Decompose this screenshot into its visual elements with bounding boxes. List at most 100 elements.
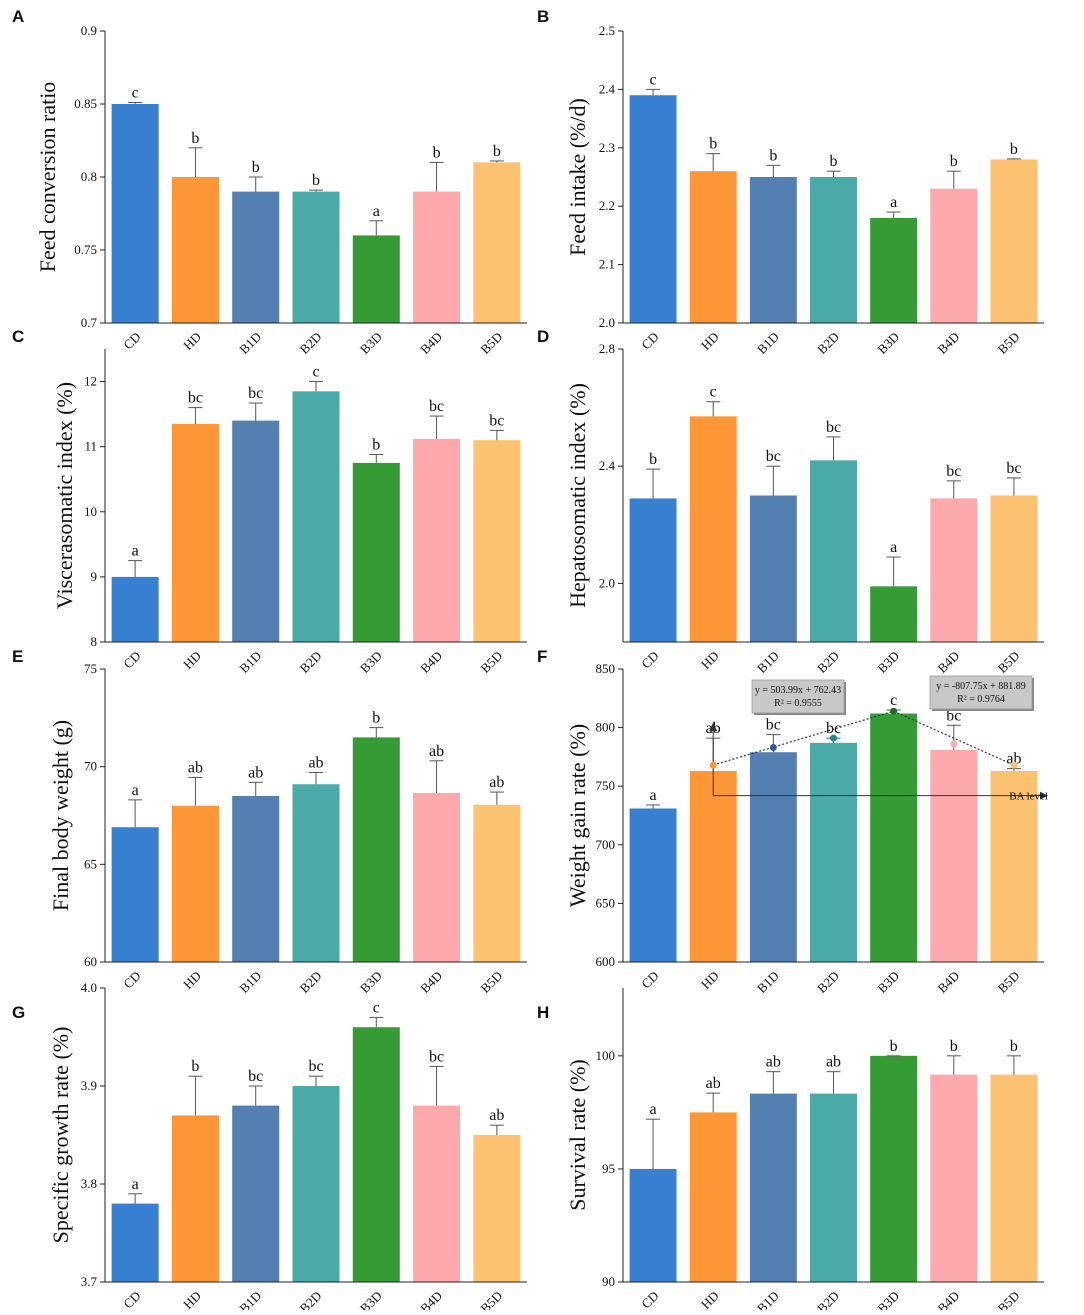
x-tick-label-b3d: B3D	[874, 329, 902, 357]
x-tick-label-b2d: B2D	[297, 968, 325, 996]
significance-label-b5d: ab	[489, 1107, 504, 1124]
bar-b3d	[870, 586, 918, 642]
bar-b2d	[810, 460, 857, 642]
y-axis-title: Specific growth rate (%)	[48, 1027, 73, 1244]
y-tick-label: 75	[84, 661, 97, 676]
x-tick-label-cd: CD	[120, 1288, 143, 1310]
trend-point-b5d	[1010, 761, 1018, 769]
bar-hd	[689, 770, 737, 962]
x-tick-label-b3d: B3D	[357, 968, 385, 996]
trend-point-b4d	[950, 740, 958, 748]
trend-point-hd	[709, 761, 717, 769]
bar-b4d	[413, 438, 461, 642]
x-tick-label-b1d: B1D	[754, 968, 782, 996]
bar-b4d	[413, 191, 461, 323]
bar-hd	[171, 805, 219, 962]
bar-b1d	[749, 177, 797, 323]
x-tick-label-b3d: B3D	[874, 1288, 902, 1310]
y-tick-label: 8	[91, 634, 98, 649]
significance-label-b3d: a	[373, 203, 380, 220]
y-tick-label: 650	[596, 895, 616, 910]
bar-b5d	[473, 162, 521, 323]
x-tick-label-hd: HD	[698, 329, 722, 353]
x-tick-label-b2d: B2D	[297, 1288, 325, 1310]
x-tick-label-b1d: B1D	[754, 1288, 782, 1310]
trend-line-ascending	[713, 710, 894, 766]
significance-label-hd: bc	[188, 390, 203, 407]
significance-label-b3d: a	[890, 539, 897, 556]
y-tick-label: 3.8	[81, 1176, 97, 1191]
panel-label: C	[12, 327, 24, 346]
y-tick-label: 0.9	[81, 23, 97, 38]
bar-b4d	[413, 1105, 461, 1282]
equation-box: y = 503.99x + 762.43 R² = 0.9555	[751, 679, 846, 715]
y-tick-label: 11	[84, 439, 97, 454]
significance-label-cd: b	[649, 451, 657, 468]
x-tick-label-b4d: B4D	[417, 329, 445, 357]
x-tick-label-b5d: B5D	[995, 968, 1023, 996]
significance-label-b3d: b	[372, 436, 380, 453]
x-tick-label-b4d: B4D	[934, 329, 962, 357]
significance-label-b1d: ab	[766, 1054, 781, 1071]
panel-e: E Final body weight (g) a CD ab HD ab B1D ab B2D b…	[12, 647, 527, 996]
significance-label-b3d: c	[373, 999, 380, 1016]
significance-label-b4d: b	[950, 1038, 958, 1055]
x-tick-label-b5d: B5D	[995, 1288, 1023, 1310]
significance-label-b2d: b	[312, 172, 320, 189]
equation-box-background	[929, 675, 1033, 710]
bar-cd	[629, 498, 677, 642]
significance-label-b3d: b	[372, 710, 380, 727]
bar-b3d	[352, 235, 400, 323]
x-tick-label-b5d: B5D	[477, 329, 505, 357]
significance-label-cd: a	[650, 1101, 657, 1118]
x-tick-label-b1d: B1D	[236, 968, 264, 996]
bar-b2d	[810, 177, 857, 323]
bar-b3d	[870, 713, 918, 962]
x-tick-label-b2d: B2D	[297, 648, 325, 676]
significance-label-b1d: bc	[766, 448, 781, 465]
r-squared-value: R² = 0.9555	[774, 698, 822, 709]
panel-c: C Viscerasomatic index (%) a CD bc HD bc B1D c B2…	[12, 327, 527, 676]
ba-level-label: BA level	[1009, 791, 1048, 803]
significance-label-b2d: b	[830, 153, 838, 170]
y-tick-label: 2.0	[599, 575, 615, 590]
significance-label-b5d: bc	[489, 412, 504, 429]
x-tick-label-b4d: B4D	[934, 648, 962, 676]
y-tick-label: 65	[84, 856, 97, 871]
y-tick-label: 90	[602, 1274, 615, 1289]
significance-label-cd: a	[650, 787, 657, 804]
x-tick-label-b1d: B1D	[754, 648, 782, 676]
x-tick-label-cd: CD	[120, 648, 143, 671]
x-tick-label-cd: CD	[638, 1288, 661, 1310]
x-tick-label-b3d: B3D	[357, 1288, 385, 1310]
equation-box-background	[751, 679, 845, 714]
y-tick-label: 2.5	[599, 23, 615, 38]
bar-b2d	[292, 1086, 340, 1282]
panel-b: B Feed intake (%/d) c CD b HD b B1D b B2D a B3D b B4D…	[537, 7, 1044, 357]
x-tick-label-b5d: B5D	[995, 329, 1023, 357]
y-tick-label: 100	[596, 1048, 616, 1063]
significance-label-b1d: ab	[248, 764, 263, 781]
y-tick-label: 2.3	[599, 140, 615, 155]
significance-label-b4d: bc	[429, 1048, 444, 1065]
bar-b1d	[749, 752, 797, 962]
bar-hd	[689, 171, 737, 323]
y-tick-label: 2.4	[599, 81, 616, 96]
x-tick-label-b5d: B5D	[477, 968, 505, 996]
x-tick-label-hd: HD	[180, 1288, 204, 1310]
bar-b2d	[292, 391, 340, 642]
y-tick-label: 60	[84, 954, 97, 969]
x-tick-label-b4d: B4D	[417, 968, 445, 996]
bar-b3d	[870, 217, 918, 323]
bar-b5d	[473, 804, 521, 962]
bar-b5d	[990, 770, 1038, 962]
y-axis-title: Weight gain rate (%)	[565, 724, 590, 907]
significance-label-b4d: bc	[946, 707, 961, 724]
x-tick-label-b2d: B2D	[814, 648, 842, 676]
bar-b2d	[292, 784, 340, 962]
significance-label-b5d: bc	[1006, 460, 1021, 477]
significance-label-b3d: b	[890, 1038, 898, 1055]
y-axis-title: Feed conversion ratio	[35, 82, 60, 273]
bar-b1d	[749, 1093, 797, 1282]
